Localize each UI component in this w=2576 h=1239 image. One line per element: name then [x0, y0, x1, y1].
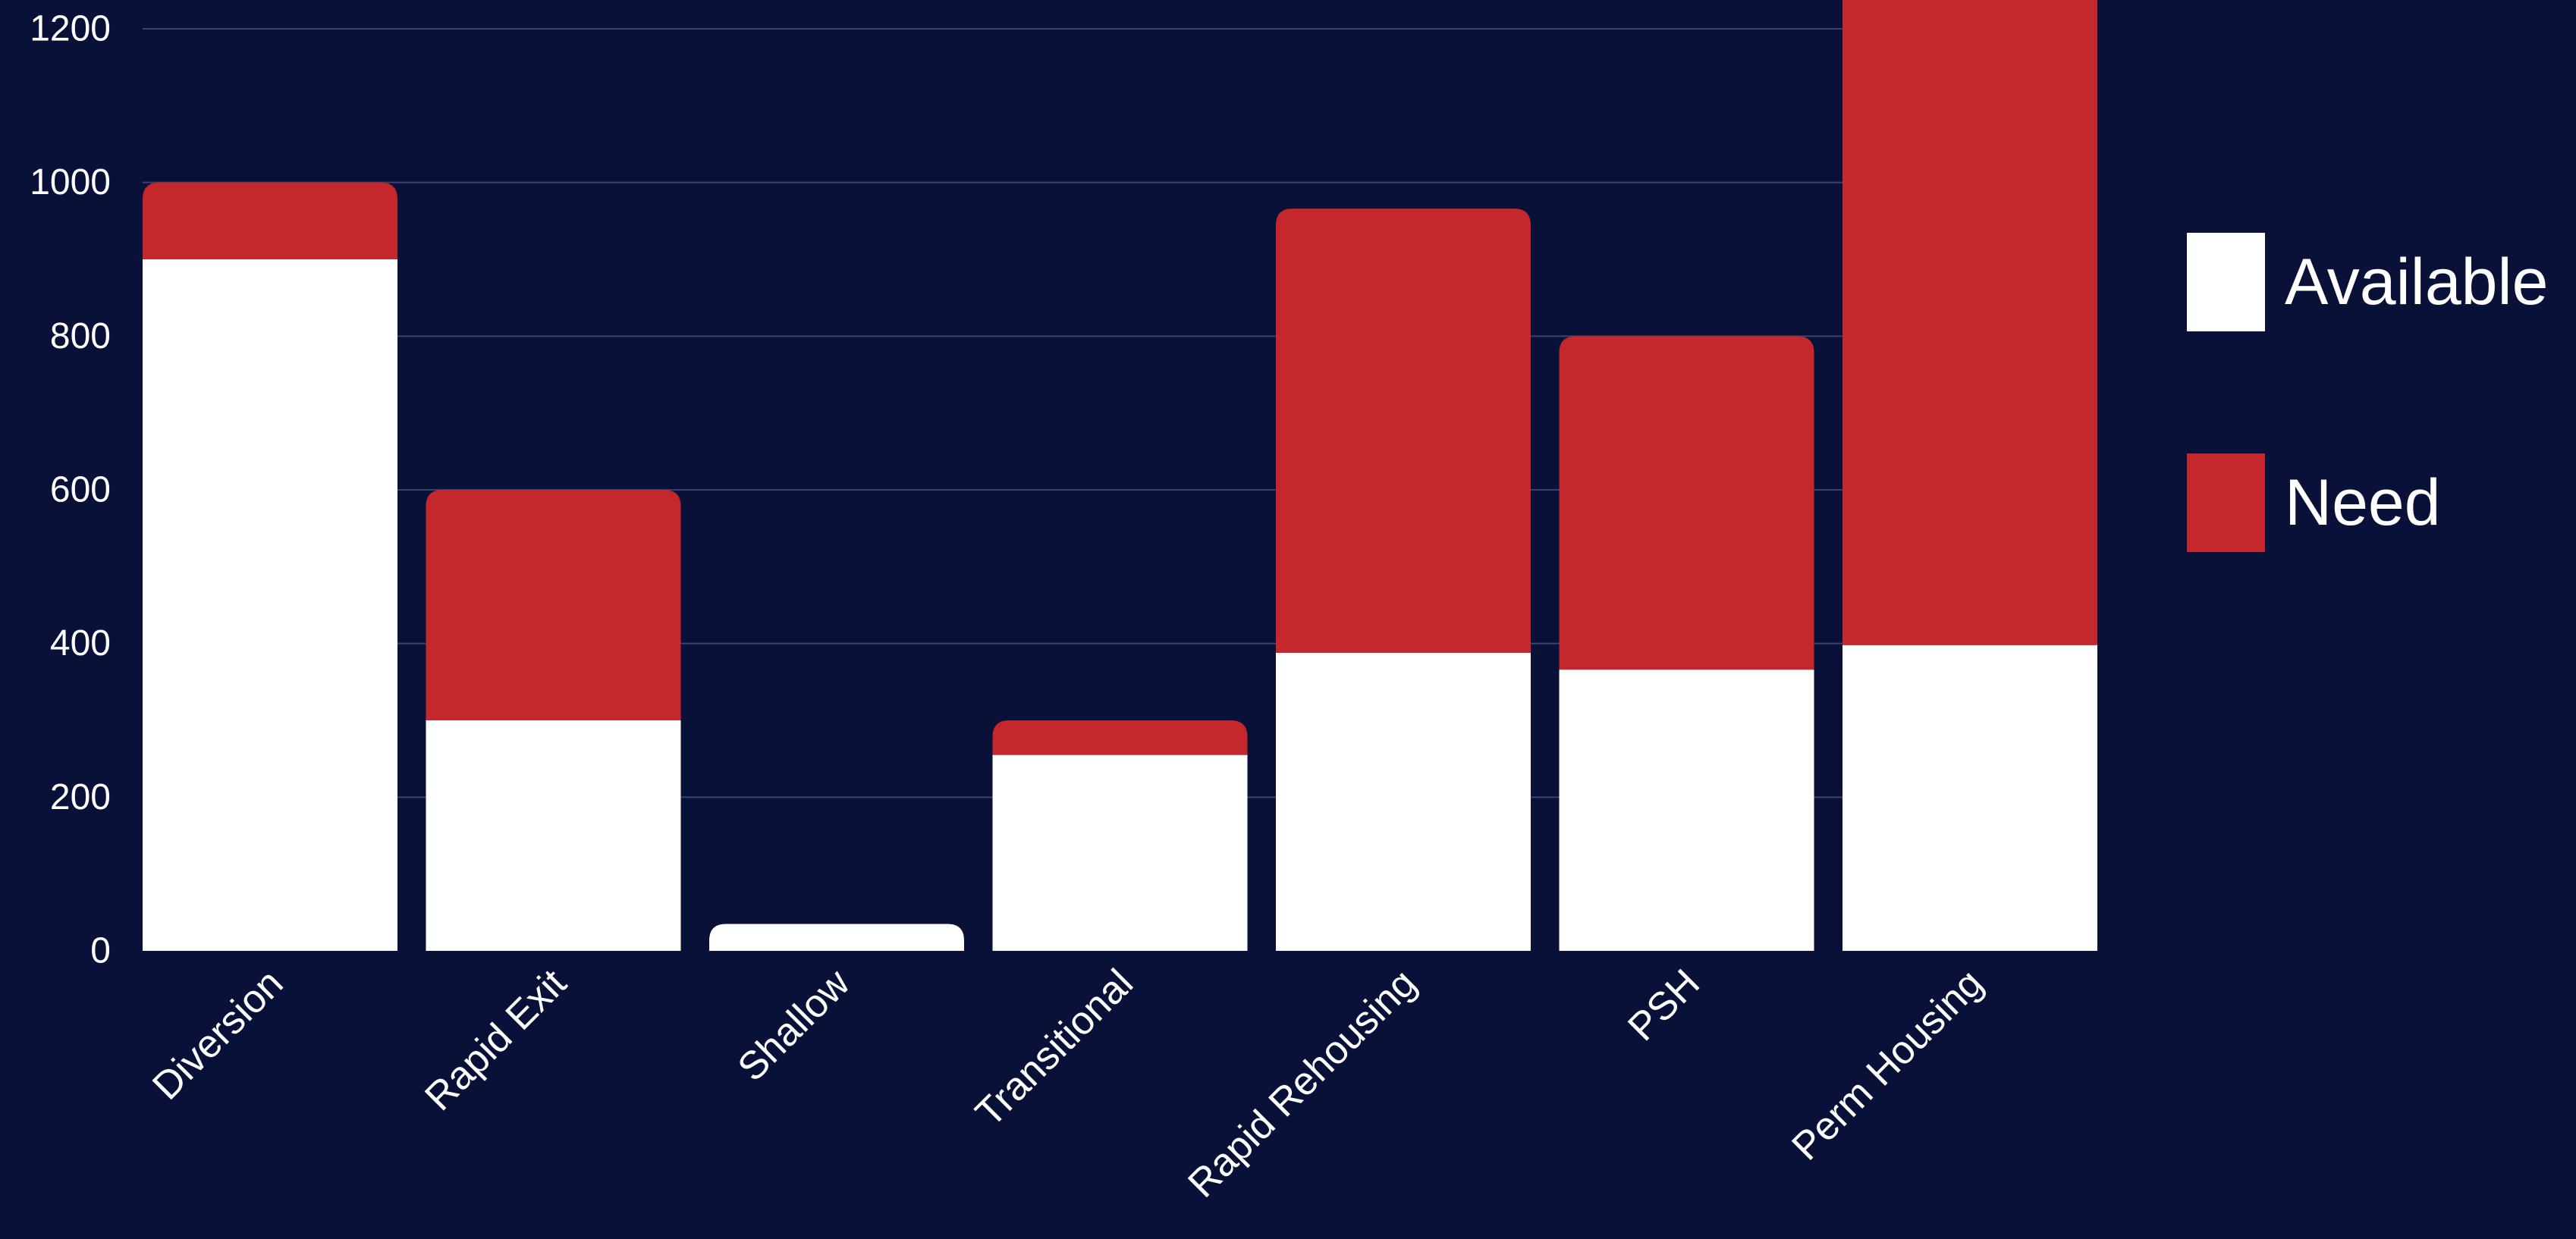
- legend-label-need: Need: [2285, 466, 2441, 539]
- x-tick-label: Rapid Exit: [416, 961, 575, 1119]
- y-tick-label: 400: [50, 623, 111, 663]
- bars: [143, 0, 2097, 951]
- y-tick-label: 800: [50, 316, 111, 356]
- x-tick-label: Perm Housing: [1784, 961, 1992, 1168]
- bar-available-diversion: [143, 259, 397, 951]
- bar-available-transitional: [992, 754, 1248, 951]
- y-tick-label: 1200: [30, 9, 111, 49]
- x-axis: Diversion Rapid Exit Shallow Transitional Ra…: [144, 961, 1991, 1206]
- legend: Available Need: [2187, 233, 2548, 552]
- bar-available-perm-housing: [1842, 645, 2097, 951]
- y-axis: 0 200 400 600 800 1000 1200: [30, 9, 111, 971]
- bar-need-psh: [1559, 336, 1814, 670]
- bar-available-rapid-exit: [426, 720, 681, 951]
- bar-need-rapid-rehousing: [1276, 209, 1531, 653]
- x-tick-label: PSH: [1619, 961, 1708, 1049]
- bar-need-diversion: [143, 182, 397, 259]
- x-tick-label: Transitional: [967, 961, 1142, 1135]
- y-tick-label: 600: [50, 470, 111, 510]
- y-tick-label: 200: [50, 777, 111, 817]
- bar-need-perm-housing: [1842, 0, 2097, 645]
- legend-swatch-need: [2187, 453, 2265, 552]
- bar-available-rapid-rehousing: [1276, 652, 1531, 951]
- bar-available-shallow: [709, 924, 964, 951]
- bar-available-psh: [1559, 670, 1814, 951]
- bar-need-rapid-exit: [426, 490, 681, 720]
- y-tick-label: 1000: [30, 162, 111, 202]
- x-tick-label: Shallow: [730, 961, 859, 1090]
- bar-need-transitional: [992, 720, 1248, 755]
- y-tick-label: 0: [90, 931, 111, 971]
- x-tick-label: Diversion: [144, 961, 291, 1108]
- legend-swatch-available: [2187, 233, 2265, 331]
- x-tick-label: Rapid Rehousing: [1180, 961, 1425, 1206]
- legend-label-available: Available: [2285, 246, 2548, 318]
